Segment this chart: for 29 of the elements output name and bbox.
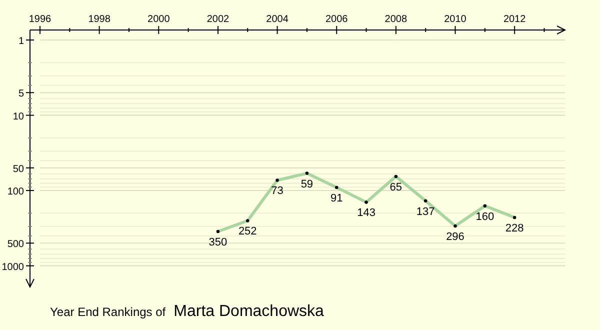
data-label: 73 [271, 185, 284, 198]
x-tick-label: 2010 [444, 14, 467, 25]
y-tick-label: 500 [7, 239, 24, 250]
y-tick-label: 1000 [2, 262, 24, 273]
x-tick-label: 2000 [148, 14, 170, 25]
data-label: 160 [476, 210, 494, 223]
x-tick-label: 1998 [88, 14, 111, 25]
data-label: 59 [300, 178, 314, 190]
data-label: 252 [238, 226, 257, 238]
y-tick-label: 10 [12, 111, 24, 122]
text: Marta Domachowska [174, 303, 324, 320]
data-label: 228 [505, 222, 524, 234]
data-label: 296 [446, 230, 464, 243]
y-tick-label: 5 [18, 88, 24, 100]
x-tick-label: 1996 [28, 14, 52, 25]
data-label: 65 [390, 181, 402, 194]
x-tick-label: 2002 [206, 14, 230, 25]
data-label: 91 [330, 192, 343, 204]
y-tick-label: 50 [12, 164, 24, 175]
x-tick-label: 2012 [503, 14, 526, 25]
data-label: 350 [208, 236, 228, 248]
x-tick-label: 2006 [325, 14, 348, 25]
x-tick-label: 2008 [384, 14, 408, 25]
data-label: 137 [416, 206, 435, 218]
y-tick-label: 100 [7, 186, 24, 198]
data-label: 143 [357, 207, 376, 220]
x-tick-label: 2004 [266, 14, 289, 25]
text: Year End Rankings of [50, 305, 166, 319]
y-tick-label: 1 [18, 36, 24, 47]
